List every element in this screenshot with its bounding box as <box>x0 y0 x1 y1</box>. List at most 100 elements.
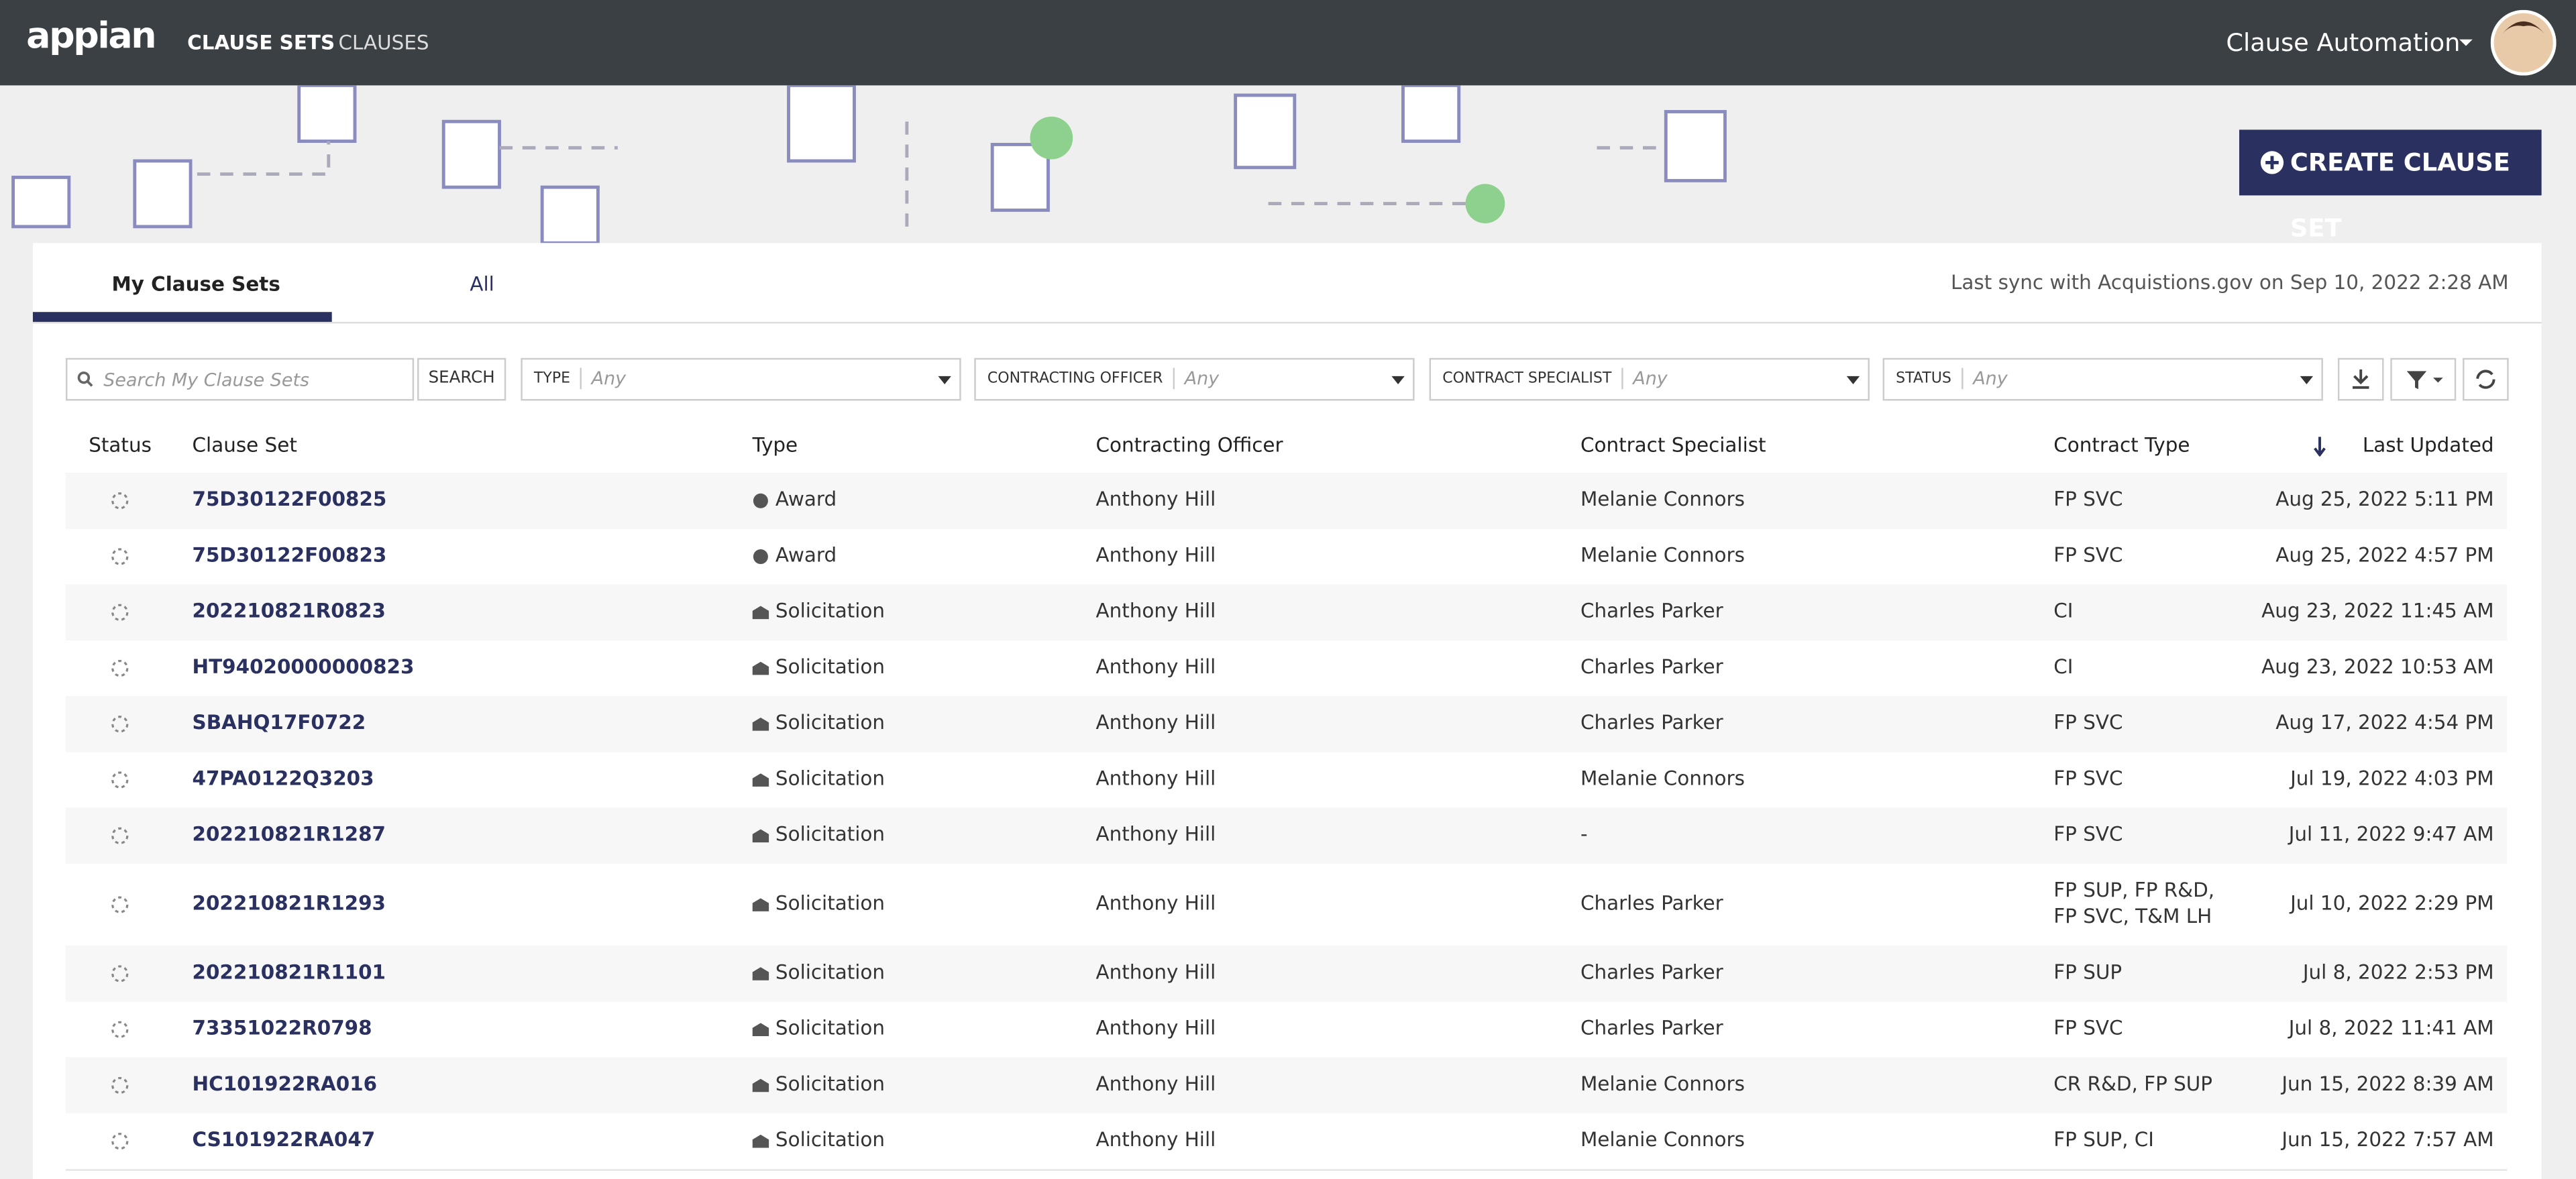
type-icon <box>753 549 768 565</box>
app-name[interactable]: Clause Automation <box>2226 27 2461 58</box>
table-row[interactable]: 202210821R1101 Solicitation Anthony Hill Ch… <box>65 946 2508 1004</box>
table-cell: FP SUP, FP R&D, FP SVC, T&M LH <box>2053 878 2215 928</box>
table-cell: Solicitation <box>775 960 885 984</box>
clause-set-link[interactable]: HC101922RA016 <box>192 1072 378 1096</box>
clause-set-link[interactable]: SBAHQ17F0722 <box>192 711 366 734</box>
filter-dropdown[interactable]: STATUS Any <box>1882 357 2323 401</box>
clause-set-link[interactable]: 47PA0122Q3203 <box>192 767 374 790</box>
table-cell: Melanie Connors <box>1580 488 1745 511</box>
table-cell: Anthony Hill <box>1095 655 1216 679</box>
table-cell: Anthony Hill <box>1095 822 1216 846</box>
clause-set-link[interactable]: 73351022R0798 <box>192 1016 372 1040</box>
column-header[interactable]: Contract Specialist <box>1580 433 1766 457</box>
tab[interactable]: My Clause Sets <box>111 272 280 296</box>
table-row[interactable]: HT94020000000823 Solicitation Anthony Hill… <box>65 640 2508 698</box>
search-button[interactable]: SEARCH <box>417 357 506 401</box>
table-cell: Jul 8, 2022 2:53 PM <box>2302 960 2494 984</box>
type-icon <box>752 1078 769 1092</box>
status-icon <box>111 716 129 733</box>
avatar[interactable] <box>2490 9 2557 76</box>
table-row[interactable]: 73351022R0798 Solicitation Anthony Hill Cha… <box>65 1001 2508 1060</box>
table-cell: Award <box>775 543 837 567</box>
type-icon <box>752 606 769 620</box>
type-icon <box>752 1134 769 1148</box>
download-button[interactable] <box>2337 357 2384 401</box>
table-row[interactable]: 75D30122F00823 Award Anthony Hill Melanie C… <box>65 528 2508 587</box>
table-cell: Anthony Hill <box>1095 488 1216 511</box>
nav-link[interactable]: CLAUSE SETS <box>187 31 335 54</box>
clause-set-link[interactable]: 202210821R1101 <box>192 960 386 984</box>
column-header[interactable]: Clause Set <box>192 433 297 457</box>
logo[interactable]: appian <box>26 16 156 58</box>
table-cell: Charles Parker <box>1580 711 1723 734</box>
table-cell: Jul 11, 2022 9:47 AM <box>2288 822 2494 846</box>
type-icon <box>752 898 769 911</box>
table-row[interactable]: 202210821R1287 Solicitation Anthony Hill - F… <box>65 807 2508 866</box>
create-button[interactable]: CREATE CLAUSE SET <box>2239 129 2542 243</box>
table-cell: Anthony Hill <box>1095 767 1216 790</box>
clause-set-link[interactable]: 75D30122F00825 <box>192 488 387 511</box>
table-cell: Solicitation <box>775 767 885 790</box>
type-icon <box>752 773 769 787</box>
column-header[interactable]: Type <box>752 433 798 457</box>
table-row[interactable]: SBAHQ17F0722 Solicitation Anthony Hill Char… <box>65 696 2508 754</box>
sort-icon[interactable] <box>2313 437 2326 457</box>
clause-set-link[interactable]: 202210821R0823 <box>192 599 386 622</box>
table-cell: Charles Parker <box>1580 960 1723 984</box>
card: My Clause Sets All Last sync with Acquis… <box>32 243 2542 1179</box>
tab[interactable]: All <box>470 272 494 296</box>
table-cell: Melanie Connors <box>1580 1128 1745 1152</box>
table-cell: Anthony Hill <box>1095 711 1216 734</box>
caret <box>2300 376 2314 384</box>
plus-icon <box>2260 151 2284 174</box>
status-icon <box>111 896 129 913</box>
column-header[interactable]: Status <box>89 433 152 457</box>
download-icon <box>2352 369 2369 389</box>
table-cell: Aug 17, 2022 4:54 PM <box>2275 711 2494 734</box>
table-row[interactable]: CS101922RA047 Solicitation Anthony Hill Mel… <box>65 1113 2508 1171</box>
column-header[interactable]: Contracting Officer <box>1095 433 1283 457</box>
banner-art <box>11 85 1727 243</box>
button-label: CREATE CLAUSE SET <box>2290 148 2510 243</box>
filter-label: TYPE <box>533 371 571 388</box>
filter-dropdown[interactable]: TYPE Any <box>521 357 961 401</box>
nav-link[interactable]: CLAUSES <box>338 31 429 54</box>
refresh-button[interactable] <box>2463 357 2509 401</box>
table-row[interactable]: 202210821R0823 Solicitation Anthony Hill Ch… <box>65 584 2508 642</box>
table-row[interactable]: 47PA0122Q3203 Solicitation Anthony Hill Mel… <box>65 752 2508 810</box>
filter-button[interactable] <box>2390 357 2457 401</box>
table-cell: Solicitation <box>775 1016 885 1040</box>
clause-set-link[interactable]: HT94020000000823 <box>192 655 415 679</box>
table-row[interactable]: 202210821R1293 Solicitation Anthony Hill Ch… <box>65 863 2508 948</box>
status-icon <box>111 492 129 510</box>
tab-indicator <box>32 312 332 322</box>
clause-set-link[interactable]: 202210821R1287 <box>192 822 386 846</box>
table-cell: Jul 8, 2022 11:41 AM <box>2288 1016 2494 1040</box>
clause-set-link[interactable]: 75D30122F00823 <box>192 543 387 567</box>
table-cell: Melanie Connors <box>1580 543 1745 567</box>
filter-dropdown[interactable]: CONTRACTING OFFICER Any <box>974 357 1415 401</box>
table-cell: Solicitation <box>775 822 885 846</box>
table-cell: CR R&D, FP SUP <box>2053 1072 2213 1096</box>
table-cell: FP SVC <box>2053 488 2123 511</box>
table-cell: Solicitation <box>775 891 885 915</box>
table-row[interactable]: 75D30122F00825 Award Anthony Hill Melanie C… <box>65 473 2508 530</box>
search-box[interactable]: Search My Clause Sets <box>65 357 415 401</box>
table-row[interactable]: HC101922RA016 Solicitation Anthony Hill Mel… <box>65 1057 2508 1115</box>
clause-set-link[interactable]: CS101922RA047 <box>192 1128 376 1152</box>
search-placeholder: Search My Clause Sets <box>103 369 310 391</box>
filter-value: Any <box>1962 368 2008 390</box>
type-icon <box>752 1023 769 1037</box>
filter-dropdown[interactable]: CONTRACT SPECIALIST Any <box>1429 357 1870 401</box>
column-header[interactable]: Last Updated <box>2362 433 2494 457</box>
table-header: Status Clause Set Type Contracting Officer C… <box>65 427 2508 475</box>
type-icon <box>753 493 768 508</box>
filter-value: Any <box>1173 368 1219 390</box>
column-header[interactable]: Contract Type <box>2053 433 2190 457</box>
table-cell: - <box>1580 822 1588 846</box>
table-cell: Charles Parker <box>1580 599 1723 622</box>
table-cell: Melanie Connors <box>1580 767 1745 790</box>
clause-set-link[interactable]: 202210821R1293 <box>192 891 386 915</box>
type-icon <box>752 967 769 980</box>
table-cell: Solicitation <box>775 1128 885 1152</box>
